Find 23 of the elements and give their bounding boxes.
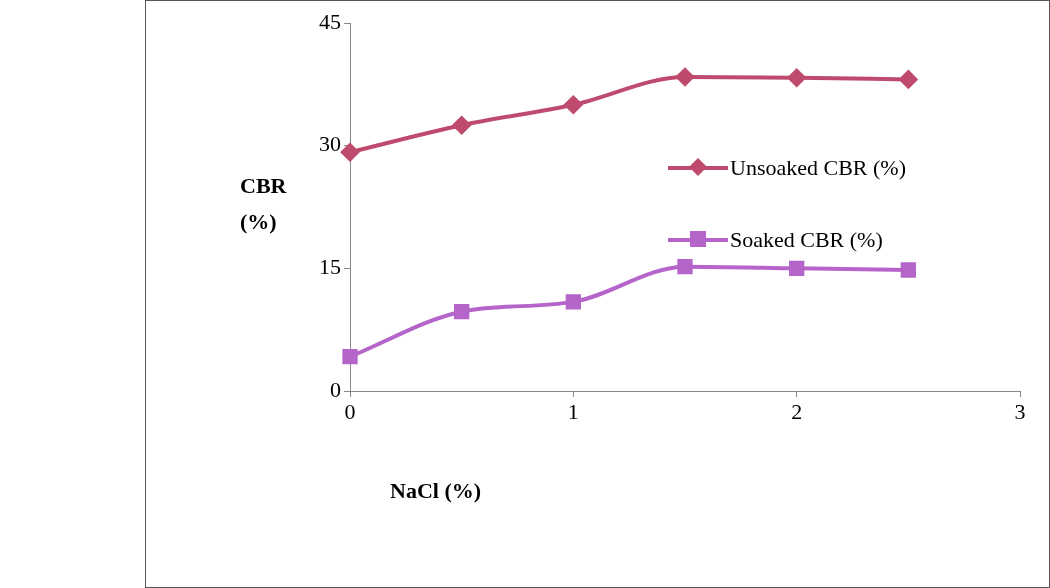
x-tick-label: 2 [791, 398, 803, 424]
point [899, 70, 918, 89]
point [452, 116, 471, 135]
y-tick-label: 45 [319, 8, 341, 34]
point [454, 304, 470, 320]
legend-label: Unsoaked CBR (%) [730, 155, 906, 181]
x-axis-title: NaCl (%) [390, 478, 482, 504]
point [565, 294, 581, 310]
point [677, 259, 693, 275]
y-tick-label: 0 [330, 376, 341, 402]
x-tick-label: 3 [1014, 398, 1026, 424]
point [900, 262, 916, 278]
legend-label: Soaked CBR (%) [730, 227, 883, 253]
point [789, 260, 805, 276]
x-tick-label: 1 [567, 398, 579, 424]
point [564, 95, 583, 114]
point [341, 143, 359, 162]
point [342, 349, 358, 365]
y-tick-label: 15 [319, 254, 341, 280]
point [787, 68, 806, 87]
y-axis-title: CBR (%) [240, 172, 288, 236]
y-tick-label: 30 [319, 131, 341, 157]
point [676, 67, 694, 86]
